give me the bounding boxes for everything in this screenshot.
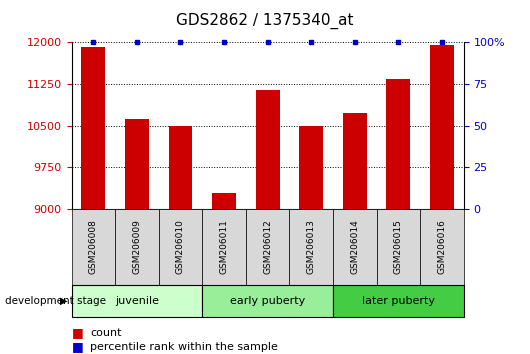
- Text: GSM206008: GSM206008: [89, 219, 98, 274]
- Bar: [255, 90, 280, 209]
- Bar: [169, 126, 192, 209]
- Text: count: count: [90, 328, 121, 338]
- Bar: [202, 285, 333, 317]
- Text: ■: ■: [72, 341, 83, 353]
- Text: development stage: development stage: [5, 296, 107, 306]
- Bar: [289, 209, 333, 285]
- Bar: [420, 209, 464, 285]
- Bar: [202, 209, 246, 285]
- Bar: [115, 209, 158, 285]
- Bar: [343, 114, 367, 209]
- Bar: [430, 45, 454, 209]
- Bar: [246, 209, 289, 285]
- Bar: [333, 209, 377, 285]
- Text: percentile rank within the sample: percentile rank within the sample: [90, 342, 278, 352]
- Text: later puberty: later puberty: [362, 296, 435, 306]
- Bar: [82, 47, 105, 209]
- Text: ■: ■: [72, 326, 83, 339]
- Bar: [125, 119, 149, 209]
- Text: ▶: ▶: [60, 296, 67, 306]
- Text: GSM206013: GSM206013: [307, 219, 316, 274]
- Text: GSM206012: GSM206012: [263, 219, 272, 274]
- Bar: [386, 79, 410, 209]
- Text: GSM206011: GSM206011: [219, 219, 228, 274]
- Bar: [377, 209, 420, 285]
- Text: juvenile: juvenile: [115, 296, 159, 306]
- Bar: [299, 126, 323, 209]
- Bar: [212, 193, 236, 209]
- Text: GSM206014: GSM206014: [350, 219, 359, 274]
- Text: GSM206016: GSM206016: [437, 219, 446, 274]
- Bar: [72, 285, 202, 317]
- Bar: [158, 209, 202, 285]
- Text: GSM206015: GSM206015: [394, 219, 403, 274]
- Bar: [72, 209, 115, 285]
- Text: GDS2862 / 1375340_at: GDS2862 / 1375340_at: [176, 13, 354, 29]
- Text: GSM206009: GSM206009: [132, 219, 142, 274]
- Bar: [333, 285, 464, 317]
- Text: early puberty: early puberty: [230, 296, 305, 306]
- Text: GSM206010: GSM206010: [176, 219, 185, 274]
